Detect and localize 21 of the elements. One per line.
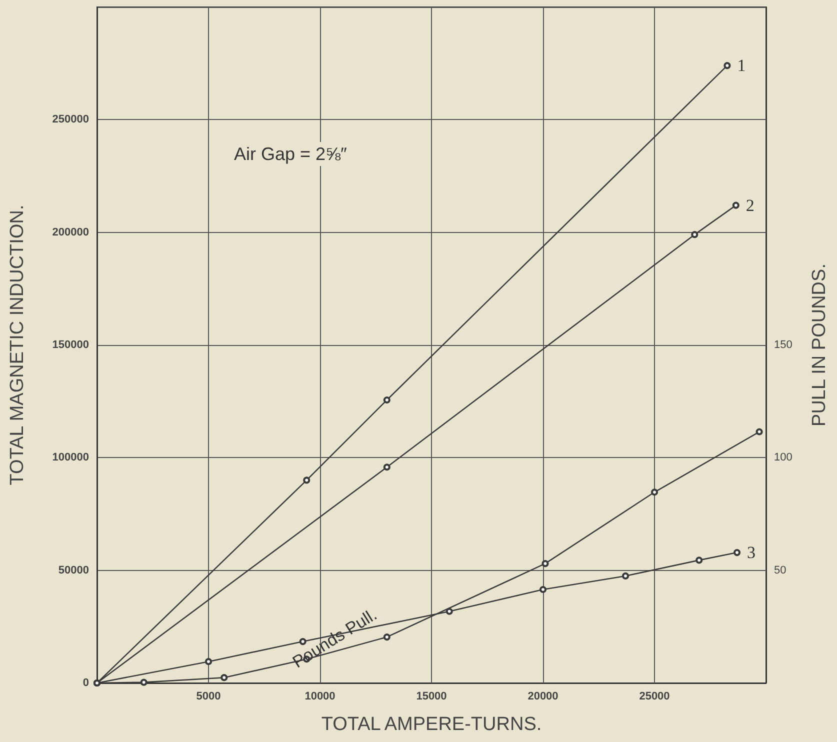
y2-tick-label: 100 xyxy=(774,452,792,464)
x-tick-label: 10000 xyxy=(304,690,336,702)
series-label: 2 xyxy=(746,196,754,215)
x-tick-label: 25000 xyxy=(639,690,670,702)
x-tick-label: 15000 xyxy=(416,690,447,702)
y2-tick-label: 50 xyxy=(774,564,786,576)
y-tick-label: 250000 xyxy=(52,114,89,126)
y-tick-label: 200000 xyxy=(52,226,89,238)
y-tick-label: 0 xyxy=(82,677,89,689)
y2-axis-title: PULL IN POUNDS. xyxy=(809,264,830,426)
y2-tick-label: 150 xyxy=(774,339,792,351)
x-tick-label: 5000 xyxy=(196,690,221,702)
y-tick-label: 50000 xyxy=(58,564,89,576)
y-tick-label: 150000 xyxy=(52,339,89,351)
x-tick-label: 20000 xyxy=(528,690,558,702)
annotation: Air Gap = 2⅝″ xyxy=(234,144,348,164)
series-label: 3 xyxy=(747,543,756,562)
series-label: 1 xyxy=(737,56,746,76)
y-axis-title: TOTAL MAGNETIC INDUCTION. xyxy=(7,204,28,486)
x-axis-title: TOTAL AMPERE-TURNS. xyxy=(321,714,542,735)
y-tick-label: 100000 xyxy=(52,452,89,464)
